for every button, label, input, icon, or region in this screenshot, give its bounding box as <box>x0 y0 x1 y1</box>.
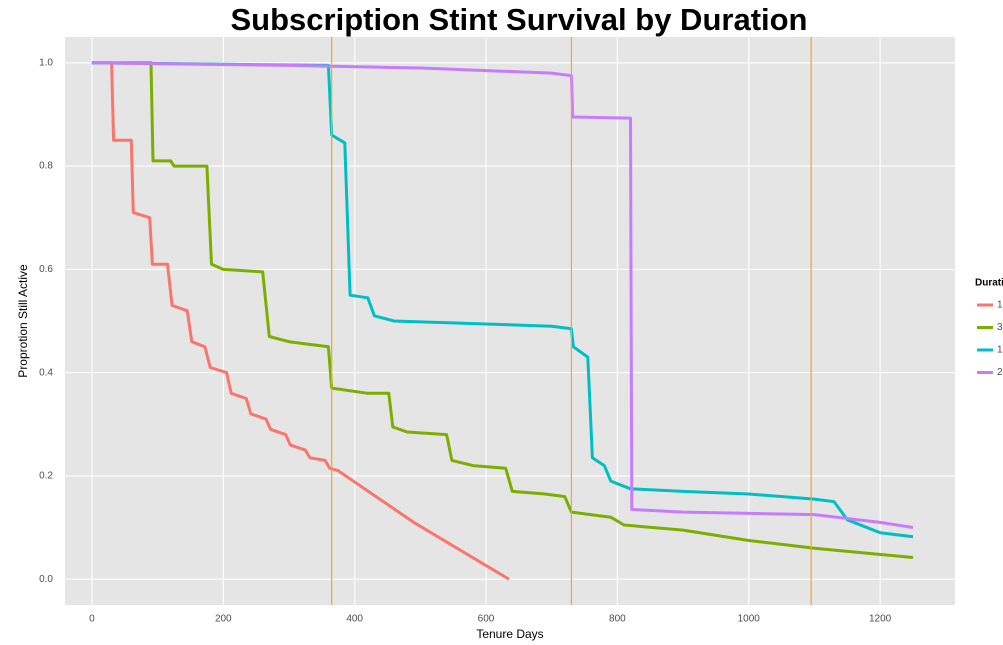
x-tick-label: 600 <box>478 614 495 625</box>
series-line <box>91 61 914 559</box>
x-tick-label: 1200 <box>869 614 892 625</box>
y-tick-label: 0.0 <box>39 574 53 585</box>
series-line <box>91 61 914 529</box>
legend-label: 24 <box>997 367 1003 378</box>
legend-label: 1 <box>997 300 1003 311</box>
x-tick-label: 200 <box>215 614 232 625</box>
y-tick-label: 0.4 <box>39 367 53 378</box>
series-line <box>91 61 510 581</box>
y-tick-label: 0.2 <box>39 471 53 482</box>
x-tick-label: 800 <box>609 614 626 625</box>
legend-title: Duration <box>975 278 1003 289</box>
x-axis-title: Tenure Days <box>476 627 543 641</box>
y-tick-label: 1.0 <box>39 57 53 68</box>
y-tick-label: 0.6 <box>39 264 53 275</box>
legend-label: 3 <box>997 322 1003 333</box>
y-axis-title: Proprotion Still Active <box>16 264 30 378</box>
x-tick-label: 1000 <box>738 614 761 625</box>
x-tick-label: 0 <box>89 614 95 625</box>
plot-panel <box>65 37 955 605</box>
legend-label: 12 <box>997 345 1003 356</box>
chart-title: Subscription Stint Survival by Duration <box>230 2 807 37</box>
y-tick-label: 0.8 <box>39 161 53 172</box>
x-tick-label: 400 <box>346 614 363 625</box>
series-line <box>91 61 914 539</box>
